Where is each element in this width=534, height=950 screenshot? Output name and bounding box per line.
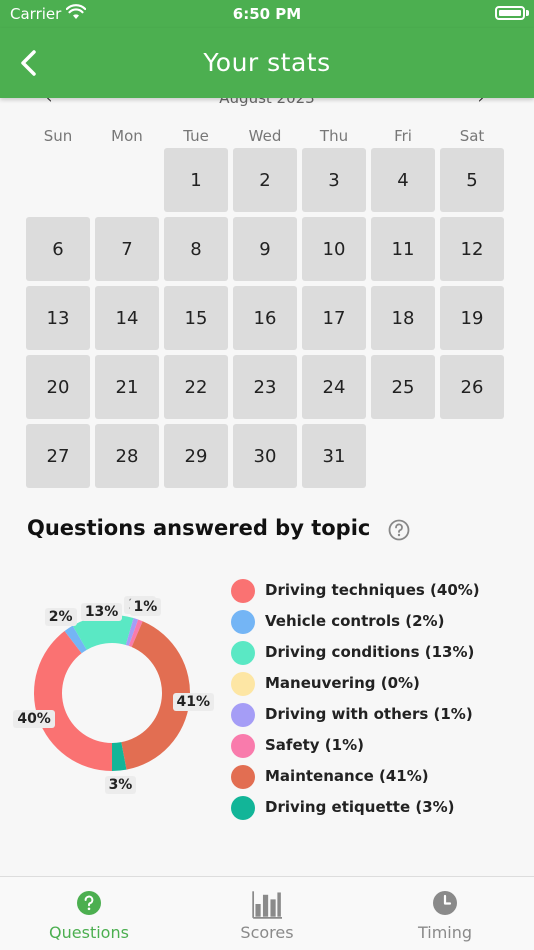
calendar-day[interactable]: 12 xyxy=(440,217,504,281)
legend-item: Driving with others (1%) xyxy=(231,702,531,728)
donut-slice xyxy=(125,618,139,646)
legend-item: Driving techniques (40%) xyxy=(231,578,531,604)
tab-label: Scores xyxy=(240,923,294,942)
question-circle-icon[interactable] xyxy=(388,519,410,541)
calendar-day[interactable]: 13 xyxy=(26,286,90,350)
legend-label: Driving etiquette (3%) xyxy=(265,798,455,816)
calendar-day[interactable]: 6 xyxy=(26,217,90,281)
legend-item: Maintenance (41%) xyxy=(231,764,531,790)
calendar-day[interactable]: 8 xyxy=(164,217,228,281)
carrier-label: Carrier xyxy=(10,5,62,23)
legend-label: Driving techniques (40%) xyxy=(265,581,480,599)
topic-donut-chart: 40%2%13%1%1%41%3% xyxy=(8,596,218,794)
legend-label: Vehicle controls (2%) xyxy=(265,612,445,630)
weekday-label: Sun xyxy=(43,127,73,145)
donut-slice xyxy=(33,631,112,771)
bar-chart-icon xyxy=(252,891,282,919)
calendar-day[interactable]: 29 xyxy=(164,424,228,488)
donut-slice xyxy=(121,621,190,770)
donut-value-label: 41% xyxy=(172,692,215,711)
donut-slice xyxy=(128,619,143,648)
calendar-day[interactable]: 3 xyxy=(302,148,366,212)
status-time: 6:50 PM xyxy=(232,5,302,23)
calendar-day[interactable]: 16 xyxy=(233,286,297,350)
calendar-day[interactable]: 30 xyxy=(233,424,297,488)
calendar-day[interactable]: 22 xyxy=(164,355,228,419)
calendar-day[interactable]: 2 xyxy=(233,148,297,212)
legend-swatch xyxy=(231,579,255,603)
legend-label: Maintenance (41%) xyxy=(265,767,429,785)
legend-swatch xyxy=(231,703,255,727)
tab-questions[interactable]: Questions xyxy=(0,877,178,950)
donut-svg xyxy=(33,615,190,771)
weekday-label: Wed xyxy=(248,127,282,145)
calendar-day[interactable]: 5 xyxy=(440,148,504,212)
legend-item: Safety (1%) xyxy=(231,733,531,759)
legend-item: Driving etiquette (3%) xyxy=(231,795,531,821)
calendar-day[interactable]: 24 xyxy=(302,355,366,419)
legend-swatch xyxy=(231,734,255,758)
calendar-day[interactable]: 20 xyxy=(26,355,90,419)
calendar-day[interactable]: 18 xyxy=(371,286,435,350)
tab-label: Questions xyxy=(49,923,129,942)
legend-label: Maneuvering (0%) xyxy=(265,674,420,692)
tab-timing[interactable]: Timing xyxy=(356,877,534,950)
weekday-label: Sat xyxy=(459,127,485,145)
battery-cap xyxy=(526,10,529,16)
legend-label: Safety (1%) xyxy=(265,736,364,754)
status-bar: Carrier 6:50 PM xyxy=(0,0,534,28)
tab-bar: Questions Scores Timing xyxy=(0,876,534,950)
donut-value-label: 13% xyxy=(80,602,123,621)
donut-value-label: 40% xyxy=(13,710,55,729)
donut-slice xyxy=(64,625,87,654)
legend-item: Maneuvering (0%) xyxy=(231,671,531,697)
calendar-day[interactable]: 31 xyxy=(302,424,366,488)
weekday-label: Mon xyxy=(111,127,143,145)
legend-label: Driving conditions (13%) xyxy=(265,643,475,661)
calendar-day[interactable]: 9 xyxy=(233,217,297,281)
weekday-header: Sun Mon Tue Wed Thu Fri Sat xyxy=(26,127,509,147)
weekday-label: Thu xyxy=(319,127,349,145)
calendar-day[interactable]: 11 xyxy=(371,217,435,281)
calendar-day[interactable]: 19 xyxy=(440,286,504,350)
nav-bar: Your stats xyxy=(0,28,534,98)
legend-swatch xyxy=(231,610,255,634)
calendar-day[interactable]: 23 xyxy=(233,355,297,419)
legend-label: Driving with others (1%) xyxy=(265,705,473,723)
calendar-day[interactable]: 15 xyxy=(164,286,228,350)
wifi-icon xyxy=(66,4,86,19)
legend-swatch xyxy=(231,641,255,665)
donut-value-label: 2% xyxy=(44,607,77,626)
calendar-day[interactable]: 10 xyxy=(302,217,366,281)
weekday-label: Fri xyxy=(394,127,412,145)
page-title: Your stats xyxy=(203,48,331,77)
legend-item: Vehicle controls (2%) xyxy=(231,609,531,635)
calendar-day[interactable]: 26 xyxy=(440,355,504,419)
donut-slice xyxy=(112,742,127,771)
calendar-day[interactable]: 27 xyxy=(26,424,90,488)
donut-value-label: 1% xyxy=(129,598,162,617)
weekday-label: Tue xyxy=(183,127,209,145)
calendar-day[interactable]: 25 xyxy=(371,355,435,419)
calendar-day[interactable]: 4 xyxy=(371,148,435,212)
battery-icon xyxy=(495,6,525,20)
question-circle-icon xyxy=(77,891,101,915)
clock-icon xyxy=(433,891,457,915)
donut-slice xyxy=(72,615,134,650)
tab-scores[interactable]: Scores xyxy=(178,877,356,950)
calendar-day[interactable]: 17 xyxy=(302,286,366,350)
calendar-day[interactable]: 21 xyxy=(95,355,159,419)
calendar-day[interactable]: 28 xyxy=(95,424,159,488)
calendar-day[interactable]: 14 xyxy=(95,286,159,350)
legend-swatch xyxy=(231,796,255,820)
tab-label: Timing xyxy=(417,923,473,942)
legend-item: Driving conditions (13%) xyxy=(231,640,531,666)
legend-swatch xyxy=(231,672,255,696)
donut-value-label: 3% xyxy=(104,775,137,794)
legend-swatch xyxy=(231,765,255,789)
chevron-left-icon[interactable] xyxy=(14,46,44,80)
calendar-day[interactable]: 7 xyxy=(95,217,159,281)
section-title: Questions answered by topic xyxy=(27,516,371,540)
calendar-day[interactable]: 1 xyxy=(164,148,228,212)
